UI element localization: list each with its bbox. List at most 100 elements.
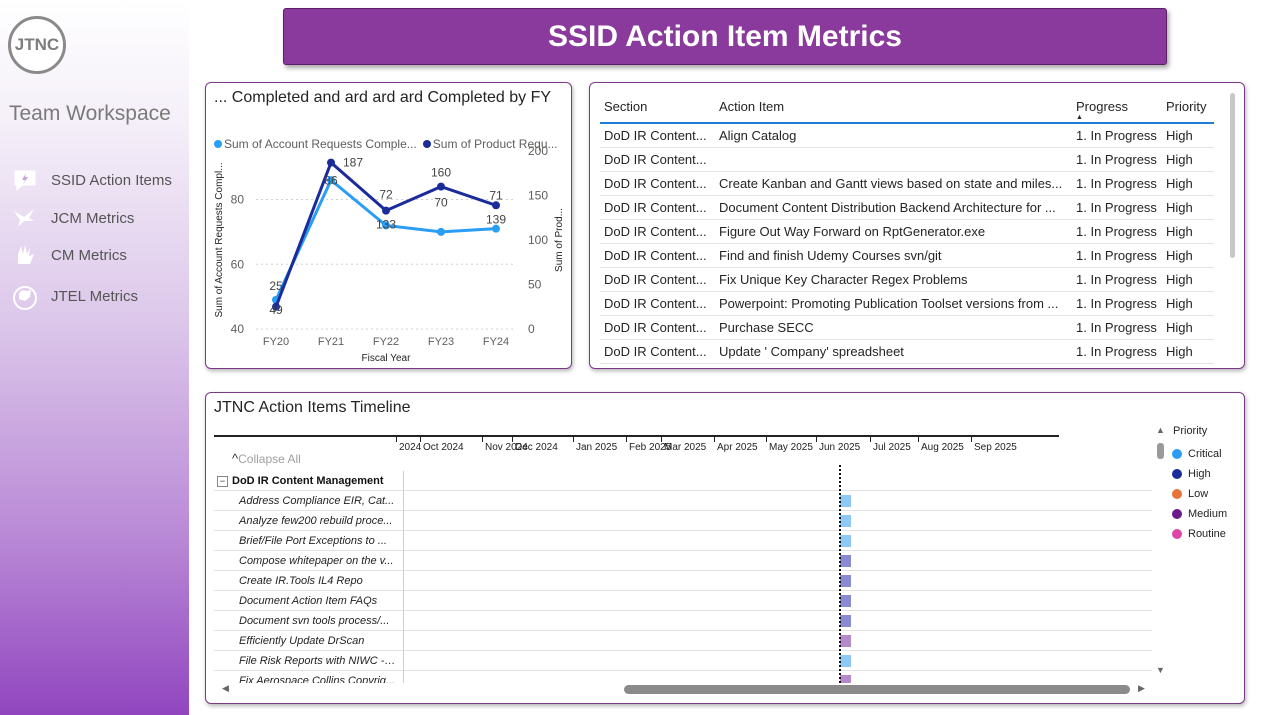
task-bar[interactable] — [840, 515, 851, 527]
cell-progress: 1. In Progress — [1072, 291, 1162, 316]
timeline-task-row[interactable]: Efficiently Update DrScan — [214, 631, 1152, 651]
task-bar[interactable] — [840, 615, 851, 627]
collapse-group-icon[interactable]: − — [217, 475, 228, 487]
cell-progress: 1. In Progress — [1072, 147, 1162, 172]
header-action-item[interactable]: Action Item — [715, 91, 1072, 124]
cell-section: DoD IR Content... — [600, 243, 715, 268]
table-row[interactable]: DoD IR Content... Fix Unique Key Characte… — [600, 267, 1214, 292]
timeline-card[interactable]: JTNC Action Items Timeline 2024 Oct 2024 N… — [205, 392, 1245, 704]
header-progress[interactable]: Progress ▲ — [1072, 91, 1162, 124]
scroll-up-icon[interactable]: ▲ — [1156, 425, 1165, 435]
action-items-table-card[interactable]: Section Action Item Progress ▲ Priority D… — [589, 82, 1245, 369]
nav-label: CM Metrics — [51, 246, 127, 264]
cell-action-item: Align Catalog — [715, 123, 1072, 148]
cell-action-item: Powerpoint: Promoting Publication Toolse… — [715, 291, 1072, 316]
scroll-right-icon[interactable]: ▶ — [1138, 683, 1145, 693]
cell-progress: 1. In Progress — [1072, 267, 1162, 292]
page-title-banner: SSID Action Item Metrics — [283, 8, 1167, 65]
priority-legend-item[interactable]: Routine — [1172, 528, 1226, 540]
priority-legend-item[interactable]: High — [1172, 468, 1211, 480]
table-row[interactable]: DoD IR Content... 1. In Progress High — [600, 147, 1214, 172]
table-row[interactable]: DoD IR Content... Document Content Distri… — [600, 195, 1214, 220]
task-bar[interactable] — [840, 655, 851, 667]
priority-label: High — [1188, 468, 1211, 480]
x-tick-label: FY23 — [428, 336, 454, 348]
table-row[interactable]: DoD IR Content... Find and finish Udemy C… — [600, 243, 1214, 268]
task-bar[interactable] — [840, 635, 851, 647]
jtnc-logo: JTNC — [8, 16, 66, 74]
scroll-down-icon[interactable]: ▼ — [1156, 665, 1165, 675]
task-bar[interactable] — [840, 575, 851, 587]
legend-item[interactable]: Sum of Product Requ... — [422, 137, 558, 151]
nav-jtel-metrics[interactable]: JTEL Metrics — [10, 281, 138, 311]
cell-section: DoD IR Content... — [600, 339, 715, 364]
cell-progress: 1. In Progress — [1072, 171, 1162, 196]
timeline-task-row[interactable]: Create IR.Tools IL4 Repo — [214, 571, 1152, 591]
timeline-task-row[interactable]: Compose whitepaper on the v... — [214, 551, 1152, 571]
task-bar[interactable] — [840, 495, 851, 507]
timeline-task-row[interactable]: File Risk Reports with NIWC --... — [214, 651, 1152, 671]
table-row[interactable]: DoD IR Content... Powerpoint: Promoting P… — [600, 291, 1214, 316]
task-label: Document svn tools process/... — [239, 615, 390, 627]
month-tick — [870, 437, 871, 442]
task-bar[interactable] — [840, 595, 851, 607]
priority-legend-item[interactable]: Medium — [1172, 508, 1227, 520]
table-row[interactable]: DoD IR Content... Figure Out Way Forward … — [600, 219, 1214, 244]
timeline-task-row[interactable]: Brief/File Port Exceptions to ... — [214, 531, 1152, 551]
data-point — [492, 201, 500, 210]
hand-icon — [10, 240, 40, 270]
scroll-left-icon[interactable]: ◀ — [222, 683, 229, 693]
priority-legend-title: Priority — [1173, 425, 1208, 437]
month-label: Apr 2025 — [717, 442, 758, 453]
y-tick-label: 80 — [231, 193, 245, 207]
task-bar[interactable] — [840, 675, 851, 683]
cell-priority: High — [1162, 219, 1214, 244]
group-label: DoD IR Content Management — [232, 475, 384, 487]
table-row[interactable]: DoD IR Content... Purchase SECC 1. In Prog… — [600, 315, 1214, 340]
header-section[interactable]: Section — [600, 91, 715, 124]
nav-cm-metrics[interactable]: CM Metrics — [10, 240, 127, 270]
month-label: Oct 2024 — [423, 442, 464, 453]
cell-action-item — [715, 147, 1072, 172]
timeline-horizontal-scrollbar[interactable] — [624, 685, 1130, 694]
cell-priority: High — [1162, 243, 1214, 268]
cell-section: DoD IR Content... — [600, 219, 715, 244]
nav-ssid-action-items[interactable]: SSID Action Items — [10, 165, 172, 195]
legend-scrollbar[interactable] — [1157, 443, 1164, 459]
header-priority[interactable]: Priority — [1162, 91, 1214, 124]
timeline-task-row[interactable]: Address Compliance EIR, Cat... — [214, 491, 1152, 511]
nav-jcm-metrics[interactable]: JCM Metrics — [10, 203, 134, 233]
priority-legend-item[interactable]: Low — [1172, 488, 1208, 500]
month-tick — [816, 437, 817, 442]
y-axis-title: Sum of Account Requests Compl... — [214, 162, 225, 317]
month-tick — [626, 437, 627, 442]
cell-section: DoD IR Content... — [600, 147, 715, 172]
timeline-task-row[interactable]: Document Action Item FAQs — [214, 591, 1152, 611]
table-row[interactable]: DoD IR Content... Align Catalog 1. In Prog… — [600, 123, 1214, 148]
timeline-group-row[interactable]: − DoD IR Content Management — [214, 471, 1152, 491]
x-tick-label: FY24 — [483, 336, 509, 348]
task-bar[interactable] — [840, 555, 851, 567]
cell-section: DoD IR Content... — [600, 267, 715, 292]
priority-legend-item[interactable]: Critical — [1172, 448, 1222, 460]
timeline-task-row[interactable]: Fix Aerospace Collins Copyrig... — [214, 671, 1152, 683]
table-row[interactable]: DoD IR Content... Create Kanban and Gantt… — [600, 171, 1214, 196]
task-label: Analyze few200 rebuild proce... — [239, 515, 393, 527]
fy-line-chart: 80 60 40 200 150 100 50 0 FY20 FY21 FY22 FY23 FY24 Fi… — [214, 144, 565, 364]
cell-action-item: Document Content Distribution Backend Ar… — [715, 195, 1072, 220]
table-scrollbar[interactable] — [1230, 93, 1235, 258]
y2-tick-label: 100 — [528, 233, 548, 247]
series-line-2 — [274, 160, 497, 308]
table-row[interactable]: DoD IR Content... Update ' Company' sprea… — [600, 339, 1214, 364]
x-tick-label: FY20 — [263, 336, 289, 348]
collapse-all-button[interactable]: ^Collapse All — [232, 451, 301, 466]
legend-item[interactable]: Sum of Account Requests Comple... — [214, 137, 417, 151]
cell-progress: 1. In Progress — [1072, 123, 1162, 148]
task-bar[interactable] — [840, 535, 851, 547]
timeline-task-row[interactable]: Analyze few200 rebuild proce... — [214, 511, 1152, 531]
fy-chart-card[interactable]: ... Completed and ard ard ard Completed … — [205, 82, 572, 369]
month-tick — [396, 437, 397, 442]
data-point — [437, 182, 445, 191]
nav-label: JTEL Metrics — [51, 287, 138, 305]
timeline-task-row[interactable]: Document svn tools process/... — [214, 611, 1152, 631]
